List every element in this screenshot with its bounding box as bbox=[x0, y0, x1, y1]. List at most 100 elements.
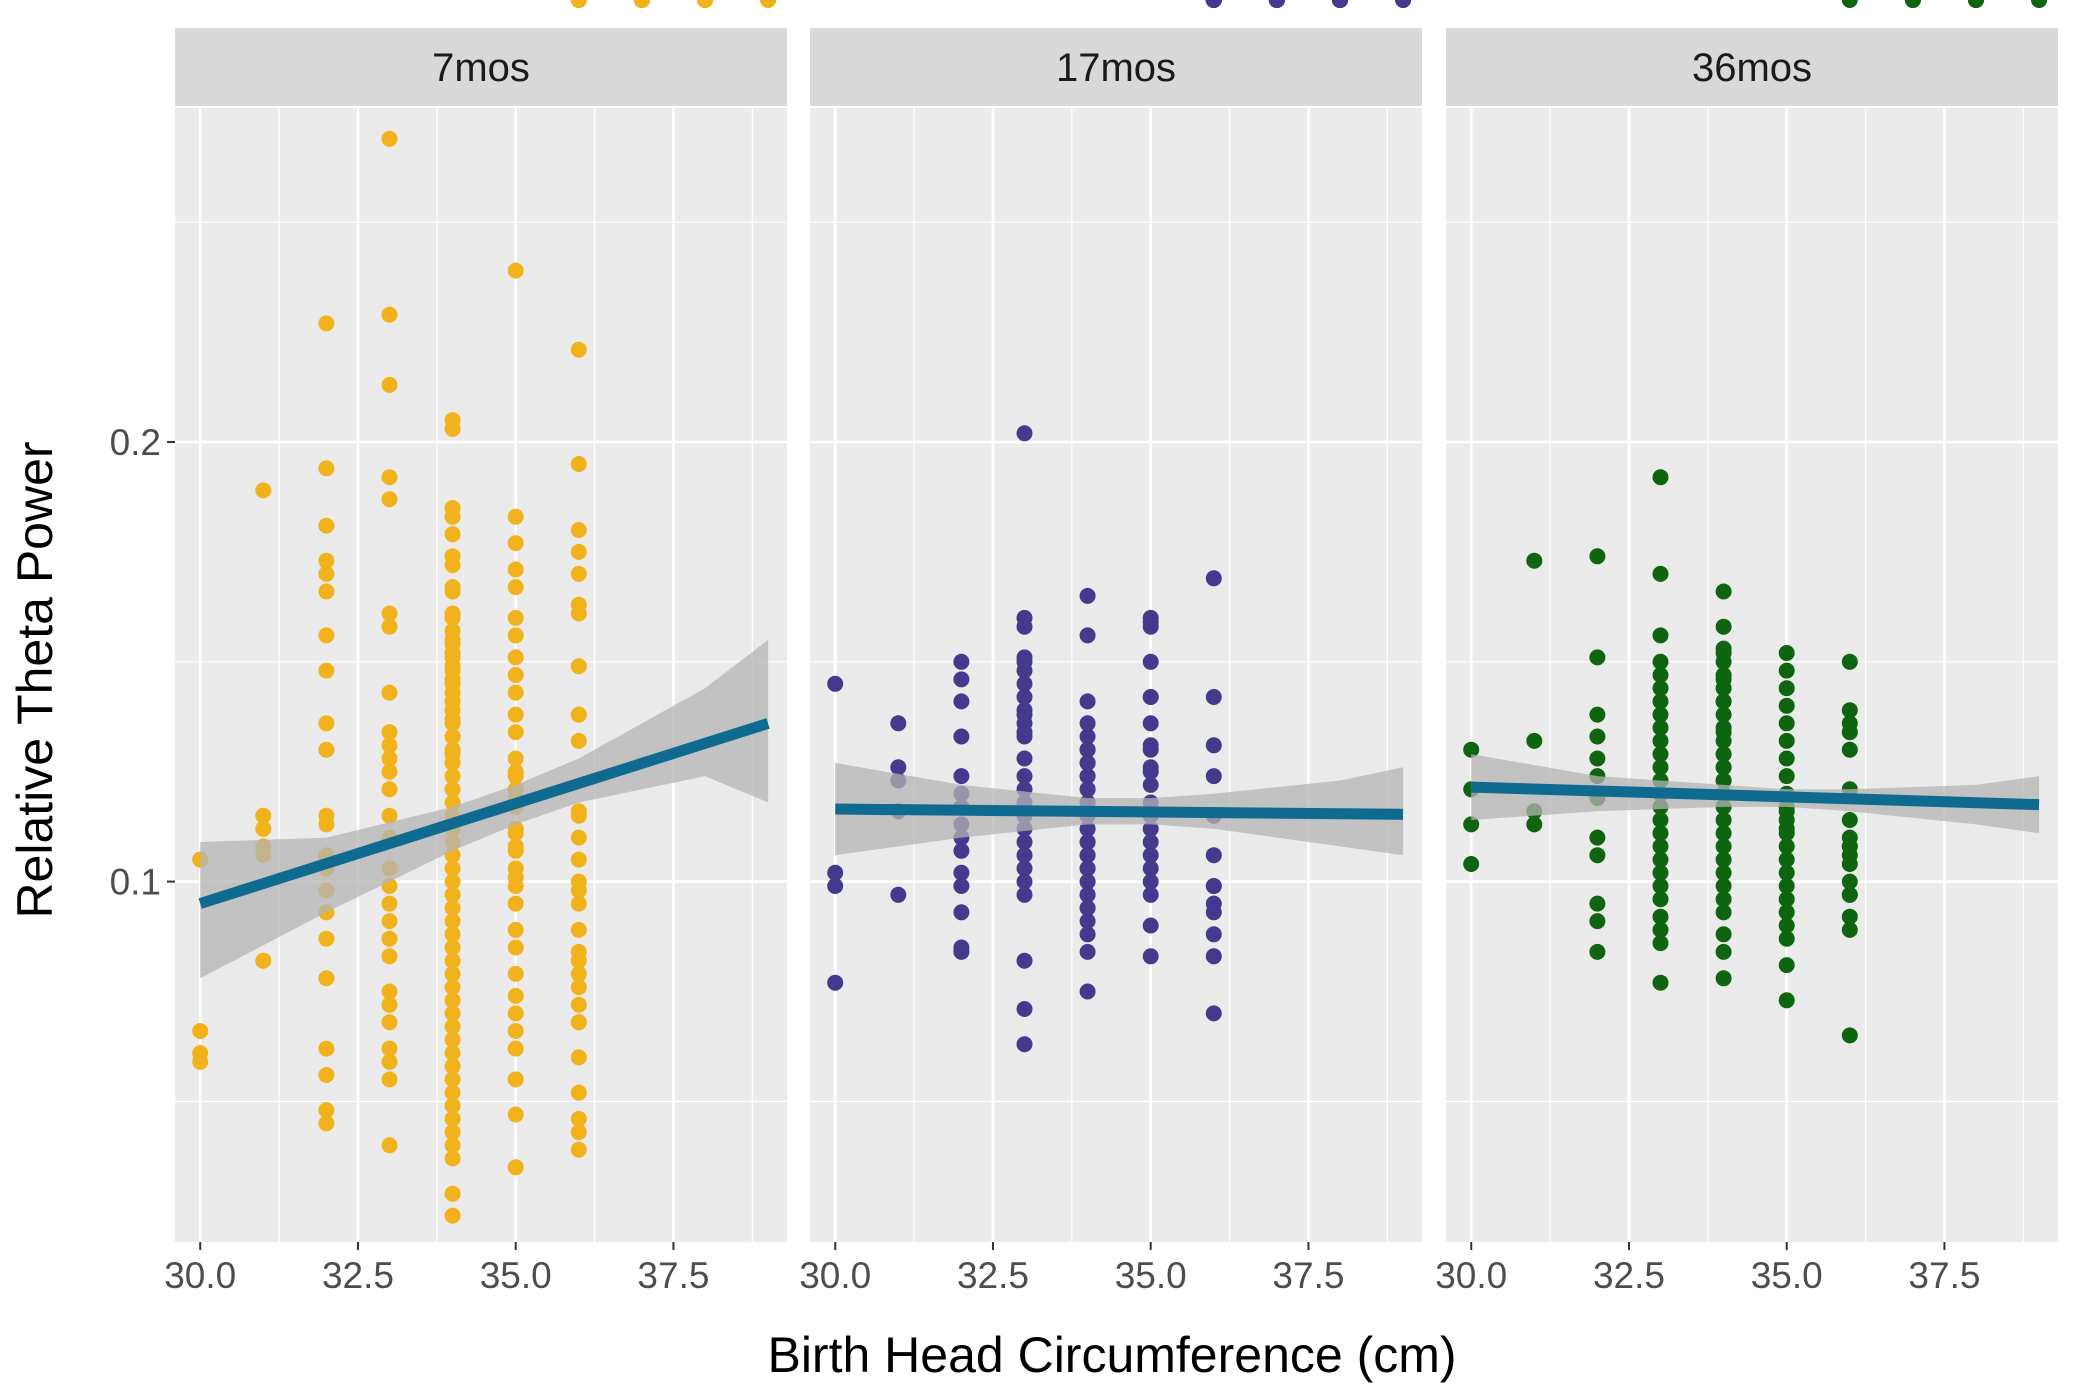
panel-background bbox=[810, 108, 1422, 1242]
data-point bbox=[953, 904, 970, 921]
data-point bbox=[953, 842, 970, 859]
data-point bbox=[507, 987, 524, 1004]
data-point bbox=[381, 930, 398, 947]
data-point bbox=[1904, 0, 1921, 8]
data-point bbox=[1715, 851, 1732, 868]
data-point bbox=[1205, 1005, 1222, 1022]
facet-panel-7mos: 7mos bbox=[175, 0, 787, 1242]
data-point bbox=[570, 921, 587, 938]
data-point bbox=[444, 636, 461, 653]
data-point bbox=[1079, 834, 1096, 850]
data-point bbox=[953, 878, 970, 894]
data-point bbox=[1016, 873, 1033, 890]
data-point bbox=[381, 469, 398, 486]
facet-strip-label: 7mos bbox=[432, 46, 530, 90]
data-point bbox=[1142, 614, 1159, 631]
data-point bbox=[1016, 834, 1033, 850]
data-point bbox=[1016, 618, 1033, 635]
data-point bbox=[1841, 724, 1858, 741]
data-point bbox=[1079, 728, 1096, 745]
x-tick-label: 35.0 bbox=[1751, 1255, 1823, 1296]
data-point bbox=[1778, 803, 1795, 820]
data-point bbox=[444, 926, 461, 943]
data-point bbox=[444, 1084, 461, 1101]
data-point bbox=[1652, 693, 1669, 710]
data-point bbox=[318, 1115, 335, 1132]
data-point bbox=[444, 557, 461, 574]
data-point bbox=[1016, 662, 1033, 679]
data-point bbox=[381, 1137, 398, 1154]
data-point bbox=[1715, 746, 1732, 763]
data-point bbox=[444, 500, 461, 516]
data-point bbox=[1016, 675, 1033, 692]
data-point bbox=[1652, 812, 1669, 828]
data-point bbox=[1526, 732, 1543, 749]
data-point bbox=[1778, 864, 1795, 881]
data-point bbox=[507, 724, 524, 741]
data-point bbox=[381, 376, 398, 393]
data-point bbox=[444, 1071, 461, 1088]
data-point bbox=[1778, 732, 1795, 749]
data-point bbox=[1589, 548, 1606, 565]
data-point bbox=[1652, 878, 1669, 894]
data-point bbox=[1332, 0, 1348, 8]
data-point bbox=[381, 306, 398, 323]
data-point bbox=[1841, 921, 1858, 938]
data-point bbox=[444, 746, 461, 763]
data-point bbox=[1652, 935, 1669, 952]
data-point bbox=[318, 627, 335, 644]
data-point bbox=[1205, 689, 1222, 705]
data-point bbox=[1652, 719, 1669, 736]
data-point bbox=[953, 728, 970, 745]
data-point bbox=[444, 1018, 461, 1035]
data-point bbox=[1142, 737, 1159, 754]
data-point bbox=[1079, 741, 1096, 758]
data-point bbox=[1268, 0, 1285, 8]
data-point bbox=[1016, 886, 1033, 903]
data-point bbox=[1652, 627, 1669, 644]
facet-strip-label: 17mos bbox=[1056, 46, 1176, 90]
x-tick-label: 35.0 bbox=[1115, 1255, 1187, 1296]
data-point bbox=[507, 1106, 524, 1123]
data-point bbox=[1778, 904, 1795, 921]
data-point bbox=[507, 667, 524, 683]
data-point bbox=[570, 658, 587, 675]
data-point bbox=[444, 420, 461, 437]
data-point bbox=[1715, 693, 1732, 710]
regression-line bbox=[835, 803, 1404, 820]
data-point bbox=[444, 623, 461, 639]
data-point bbox=[2031, 0, 2048, 8]
data-point bbox=[1016, 728, 1033, 745]
data-point bbox=[1778, 680, 1795, 697]
data-point bbox=[444, 886, 461, 903]
data-point bbox=[381, 618, 398, 635]
facet-panels: 7mos 17mos 36mos bbox=[175, 0, 2058, 1242]
data-point bbox=[1079, 913, 1096, 930]
data-point bbox=[444, 965, 461, 982]
data-point bbox=[381, 807, 398, 824]
data-point bbox=[1205, 570, 1222, 587]
data-point bbox=[1968, 0, 1984, 8]
data-point bbox=[1205, 948, 1222, 965]
data-point bbox=[1016, 715, 1033, 732]
data-point bbox=[1778, 750, 1795, 767]
data-point bbox=[1142, 689, 1159, 705]
data-point bbox=[570, 341, 587, 358]
data-point bbox=[1079, 860, 1096, 877]
data-point bbox=[1205, 768, 1222, 785]
data-point bbox=[1395, 0, 1412, 8]
data-point bbox=[570, 706, 587, 723]
data-point bbox=[1079, 693, 1096, 710]
data-point bbox=[1079, 847, 1096, 864]
data-point bbox=[890, 715, 907, 732]
data-point bbox=[1778, 645, 1795, 661]
data-point bbox=[1715, 812, 1732, 828]
x-tick-label: 37.5 bbox=[1908, 1255, 1980, 1296]
data-point bbox=[570, 965, 587, 982]
facet-panel-17mos: 17mos bbox=[810, 0, 1422, 1242]
x-tick-label: 32.5 bbox=[957, 1255, 1029, 1296]
data-point bbox=[827, 864, 844, 881]
data-point bbox=[1652, 825, 1669, 842]
data-point bbox=[1205, 926, 1222, 943]
